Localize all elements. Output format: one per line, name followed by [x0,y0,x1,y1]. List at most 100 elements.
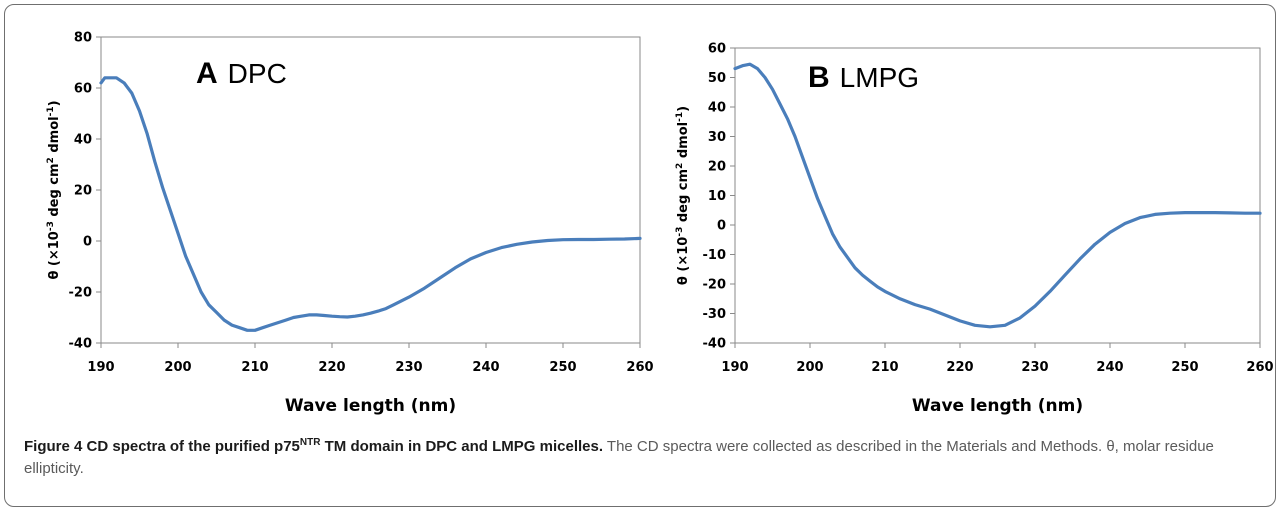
data-point [1003,324,1007,327]
data-point [1033,304,1037,308]
y-axis-label-sup: -1 [46,106,56,116]
data-point [1153,213,1157,216]
data-point [515,243,518,246]
data-point [1048,290,1052,293]
data-point [1063,273,1067,277]
data-point [246,329,249,332]
data-point [531,240,534,244]
x-tick-label: 230 [1021,360,1048,375]
y-tick-label: 60 [74,82,92,97]
y-tick-label: 40 [708,101,726,116]
data-point [988,325,992,328]
data-point [831,232,834,235]
data-point [793,135,797,138]
chart-panel-b: -40 -30 -20 -10 0 10 20 30 40 50 60 190 200 210 220 230… [675,42,1274,417]
y-axis-label-sup: 2 [46,157,56,163]
data-point [261,326,264,329]
data-point [1138,216,1142,219]
data-point [500,246,503,249]
data-point [384,307,388,310]
y-tick-label: -40 [69,337,93,352]
data-point [407,295,411,299]
data-point [315,313,318,317]
x-tick-label: 220 [946,360,973,375]
data-point [238,326,241,329]
y-tick-label: 0 [717,219,726,234]
data-point [369,312,372,315]
data-point [192,272,195,276]
data-point [99,81,103,85]
data-point [592,238,595,241]
y-tick-label: 60 [708,42,726,57]
y-tick-label: 50 [708,71,726,86]
y-tick-label: -40 [703,337,727,352]
data-point [801,156,804,159]
y-tick-label: 20 [74,184,92,199]
y-axis-label-sup: -1 [675,112,685,122]
y-axis-label-part: ) [47,100,62,106]
panel-letter: A [196,57,218,90]
data-point [223,318,226,322]
caption-label: Figure 4 [24,438,83,455]
data-point [786,117,789,121]
data-point [973,324,977,327]
data-point [1198,211,1202,214]
data-point [823,215,827,218]
data-point [323,314,326,317]
data-point [107,76,110,80]
y-axis-label-part: ) [676,106,691,112]
y-axis-label-part: deg cm [676,169,691,227]
figure-caption: Figure 4 CD spectra of the purified p75N… [24,432,1254,480]
data-point [392,303,395,306]
data-point [1018,316,1022,320]
x-tick-label: 250 [549,360,576,375]
y-axis-label: θ (×10-3 deg cm2 dmol-1) [46,100,62,279]
data-point [484,251,488,254]
data-point [928,307,932,311]
cd-spectrum-line [99,76,642,332]
data-point [169,209,172,212]
y-axis-label-sup: -3 [675,227,685,237]
data-point [130,91,133,95]
data-point [361,313,364,317]
data-point [176,232,180,235]
data-point [377,309,380,313]
data-point [307,313,311,317]
x-tick-label: 240 [1096,360,1123,375]
plot-area-border [100,36,641,344]
data-point [1213,211,1217,214]
data-point [733,67,737,70]
x-tick-label: 230 [395,360,422,375]
x-tick-label: 260 [1246,360,1273,375]
data-point [756,67,759,70]
data-point [454,266,457,269]
data-point [138,109,141,113]
data-point [1123,222,1127,225]
data-point [808,176,812,179]
y-axis-label-part: θ (×10 [47,231,62,279]
data-point [561,238,565,241]
y-axis-label-part: dmol [47,116,62,157]
data-point [771,88,774,91]
data-point [146,132,149,136]
y-tick-label: 0 [83,235,92,250]
data-point [943,313,947,317]
caption-title: CD spectra of the purified p75NTR TM dom… [87,437,603,455]
panel-letter: B [808,61,830,94]
data-point [861,273,864,277]
data-point [913,303,917,306]
data-point [846,256,849,259]
data-point [338,315,341,318]
data-point [103,76,107,80]
y-axis-label-part: deg cm [47,163,62,221]
data-point [958,319,962,323]
data-point [469,257,472,261]
data-point [122,81,126,85]
y-tick-label: 30 [708,130,726,145]
data-point [115,76,118,80]
data-point [215,311,218,314]
data-point [400,299,403,303]
data-point [330,315,334,318]
data-point [1093,243,1097,246]
x-tick-label: 210 [241,360,268,375]
